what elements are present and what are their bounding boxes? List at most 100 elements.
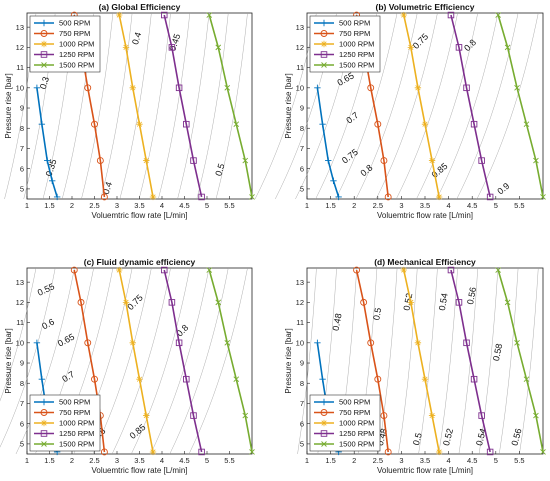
data-point: [224, 84, 231, 91]
x-tick-label: 5: [494, 201, 498, 210]
x-tick-label: 1.5: [44, 456, 54, 465]
x-tick-label: 5.5: [224, 201, 234, 210]
series-line: [208, 269, 253, 453]
data-point: [122, 299, 130, 306]
series-1500-rpm: [206, 267, 255, 455]
x-tick-label: 3: [399, 456, 403, 465]
x-tick-label: 4.5: [179, 201, 189, 210]
chart-panel-4: 1 1.5 2 2.5 3 3.5 4 4.5 5 5.5 5 6 7 8 9 10 11 12 13 (d) Mec…: [284, 257, 546, 475]
y-tick-label: 7: [20, 144, 24, 153]
legend-label: 500 RPM: [339, 19, 370, 28]
legend-marker: [320, 19, 328, 27]
chart-panel-2: 1 1.5 2 2.5 3 3.5 4 4.5 5 5.5 5 6 7 8 9 10 11 12 13 (b) Vol…: [254, 2, 546, 220]
contour-line: [418, 267, 438, 455]
x-tick-label: 2: [352, 456, 356, 465]
legend-marker: [40, 419, 48, 427]
y-tick-label: 9: [300, 104, 304, 113]
contour-line: [378, 267, 398, 455]
data-point: [38, 375, 46, 383]
data-point: [116, 11, 123, 19]
y-tick-label: 13: [296, 278, 304, 287]
data-point: [183, 120, 190, 128]
series-line: [163, 14, 203, 198]
x-tick-label: 4: [447, 201, 451, 210]
series-line: [208, 14, 253, 198]
y-axis-label: Pressure rise [bar]: [4, 328, 13, 393]
y-tick-label: 8: [20, 379, 24, 388]
legend-marker: [320, 398, 328, 406]
data-point: [136, 375, 143, 383]
data-point: [206, 12, 213, 18]
data-point: [77, 298, 85, 306]
contour-line: [375, 12, 438, 200]
data-point: [400, 266, 407, 274]
series-line: [402, 269, 440, 453]
data-point: [198, 193, 205, 201]
legend-label: 500 RPM: [59, 19, 90, 28]
contour-label: 0.56: [465, 286, 478, 305]
data-point: [455, 299, 463, 306]
contour-label: 0.54: [437, 292, 450, 311]
data-point: [242, 157, 249, 164]
data-point: [33, 84, 41, 92]
data-point: [523, 376, 530, 383]
contour-line: [0, 267, 56, 448]
contour-line: [416, 12, 478, 200]
series-1500-rpm: [495, 267, 546, 455]
contour-line: [519, 267, 539, 455]
y-axis-label: Pressure rise [bar]: [284, 73, 293, 138]
contour-label: 0.48: [331, 313, 344, 332]
legend-marker: [41, 441, 47, 447]
data-point: [400, 11, 407, 19]
data-point: [486, 448, 494, 456]
x-tick-label: 3.5: [420, 456, 430, 465]
y-tick-label: 5: [20, 184, 24, 193]
legend-label: 1000 RPM: [339, 40, 374, 49]
contour-label: 0.3: [38, 75, 51, 90]
data-point: [242, 412, 249, 419]
data-point: [100, 193, 108, 201]
legend-label: 750 RPM: [59, 408, 90, 417]
data-point: [168, 299, 176, 306]
y-tick-label: 8: [300, 124, 304, 133]
data-point: [478, 412, 485, 419]
data-point: [70, 266, 78, 274]
x-tick-label: 1: [305, 201, 309, 210]
data-point: [504, 44, 511, 51]
data-point: [122, 44, 130, 51]
data-point: [129, 84, 136, 92]
x-axis-label: Voluemtric flow rate [L/min]: [377, 466, 473, 475]
contour-line: [119, 12, 152, 200]
x-tick-label: 4.5: [467, 456, 477, 465]
contour-line: [81, 12, 114, 200]
data-point: [455, 44, 463, 51]
contour-line: [355, 12, 418, 200]
legend-label: 1250 RPM: [59, 429, 94, 438]
chart-title: (c) Fluid dynamic efficiency: [84, 257, 196, 267]
legend-marker: [40, 30, 48, 37]
data-point: [249, 449, 255, 455]
legend-marker: [321, 441, 327, 447]
data-point: [53, 193, 61, 201]
y-tick-label: 10: [296, 83, 304, 92]
legend-label: 1000 RPM: [59, 419, 94, 428]
contour-line: [456, 12, 519, 200]
data-point: [447, 11, 455, 19]
series-1000-rpm: [400, 11, 443, 201]
data-point: [540, 194, 546, 200]
data-point: [319, 375, 326, 383]
y-tick-label: 12: [16, 43, 24, 52]
x-tick-label: 5.5: [514, 201, 524, 210]
legend-label: 1250 RPM: [339, 429, 374, 438]
data-point: [215, 299, 222, 306]
data-point: [168, 44, 176, 51]
x-tick-label: 5.5: [514, 456, 524, 465]
chart-title: (d) Mechanical Efficiency: [374, 257, 476, 267]
y-tick-label: 5: [300, 439, 304, 448]
contour-line: [335, 12, 398, 200]
data-point: [33, 339, 41, 347]
contour-line: [436, 12, 499, 200]
